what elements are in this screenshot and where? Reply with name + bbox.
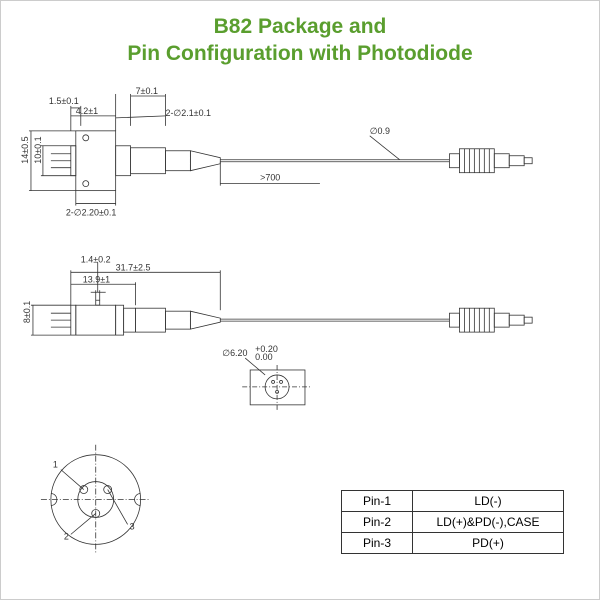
pin-cell: Pin-2: [342, 512, 413, 533]
title-block: B82 Package and Pin Configuration with P…: [1, 1, 599, 68]
dim-1-4: 1.4±0.2: [81, 254, 111, 264]
dim-13-9: 13.9±1: [83, 274, 110, 284]
dim-hole-2-82: 2-∅2.1±0.1: [165, 108, 211, 118]
title-line-1: B82 Package and: [1, 13, 599, 40]
dim-8: 8±0.1: [22, 301, 32, 323]
dim-7: 7±0.1: [136, 86, 158, 96]
detail-view: ∅6.20 +0.20 0.00: [222, 344, 312, 410]
desc-cell: LD(-): [413, 491, 564, 512]
pin-cell: Pin-1: [342, 491, 413, 512]
dim-31-7: 31.7±2.5: [116, 262, 151, 272]
diagram-container: B82 Package and Pin Configuration with P…: [0, 0, 600, 600]
dim-700: >700: [260, 173, 280, 183]
desc-cell: LD(+)&PD(-),CASE: [413, 512, 564, 533]
desc-cell: PD(+): [413, 533, 564, 554]
dim-tol-minus: 0.00: [255, 352, 272, 362]
title-line-2: Pin Configuration with Photodiode: [1, 40, 599, 67]
table-row: Pin-3 PD(+): [342, 533, 564, 554]
pin-2-label: 2: [64, 531, 69, 541]
dim-hole-2-2: 2-∅2.20±0.1: [66, 208, 117, 218]
dim-14: 14±0.5: [21, 136, 30, 163]
pin-circle-view: 1 2 3: [41, 445, 151, 555]
pin-3-label: 3: [130, 521, 135, 531]
dim-10: 10±0.1: [33, 136, 43, 163]
table-row: Pin-2 LD(+)&PD(-),CASE: [342, 512, 564, 533]
pin-config-table: Pin-1 LD(-) Pin-2 LD(+)&PD(-),CASE Pin-3…: [341, 490, 564, 554]
top-view: 1.5±0.1 4.2±1 7±0.1 2-∅2.1±0.1 14±0.5 10…: [21, 86, 532, 218]
dim-cable-dia: ∅0.9: [370, 126, 390, 136]
dim-dia-6-2: ∅6.20: [222, 348, 247, 358]
pin-1-label: 1: [53, 460, 58, 470]
dim-1-5: 1.5±0.1: [49, 96, 79, 106]
pin-cell: Pin-3: [342, 533, 413, 554]
dim-4-2: 4.2±1: [76, 106, 98, 116]
side-view: 31.7±2.5 13.9±1 1.4±0.2 8±0.1: [22, 254, 532, 335]
table-row: Pin-1 LD(-): [342, 491, 564, 512]
